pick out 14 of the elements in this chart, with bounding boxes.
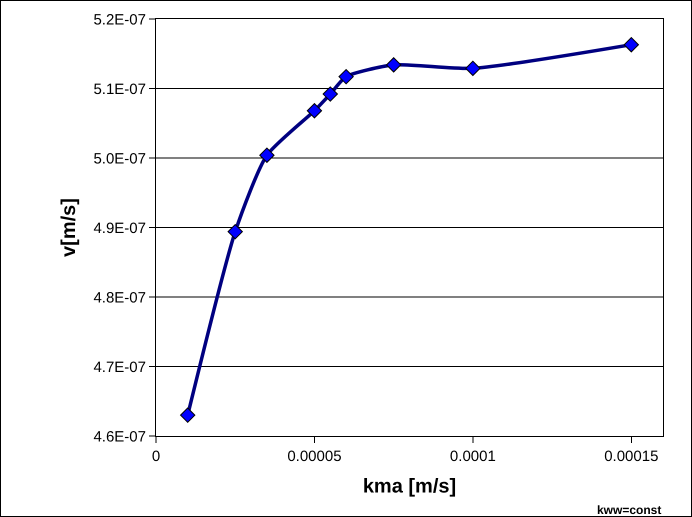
y-tick-label: 4.6E-07	[93, 428, 146, 446]
y-tick-label: 5.1E-07	[93, 80, 146, 98]
y-tick-label: 5.0E-07	[93, 150, 146, 168]
y-tick-label: 4.8E-07	[93, 289, 146, 306]
x-tick-label: 0.00015	[604, 448, 658, 465]
y-tick-label: 4.9E-07	[93, 220, 146, 237]
y-tick-label: 4.7E-07	[93, 358, 146, 376]
y-tick-label: 5.2E-07	[93, 11, 146, 28]
x-axis-title: kma [m/s]	[362, 476, 456, 498]
x-tick-label: 0.0001	[450, 448, 496, 465]
text: kww=const	[597, 503, 662, 517]
x-tick-label: 0	[152, 448, 160, 465]
y-axis-title: v[m/s]	[58, 198, 80, 257]
x-tick-label: 0.00005	[287, 448, 342, 465]
